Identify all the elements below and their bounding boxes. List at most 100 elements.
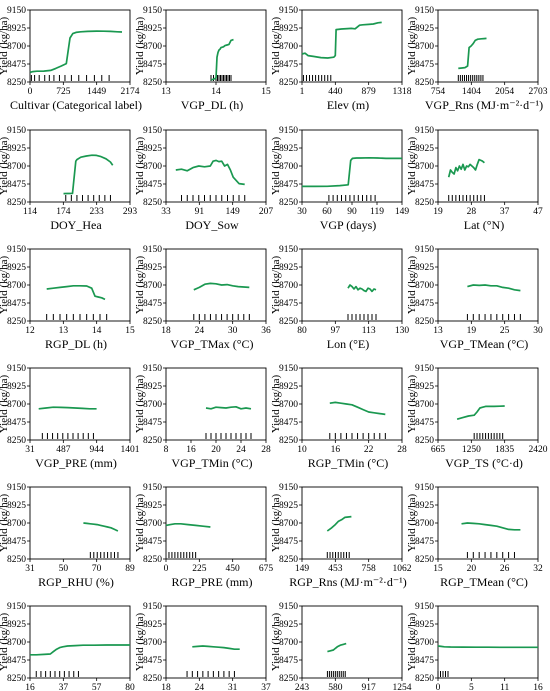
x-tick-label: 0	[28, 87, 33, 97]
subplot-6: 8250 8475 8700 8925 9150 33 91 149 207 Yield (kg/…	[134, 126, 273, 232]
y-tick-label: 8925	[7, 24, 26, 34]
plot-frame	[301, 248, 403, 322]
y-tick-label: 8475	[415, 537, 434, 547]
subplot-4: 8250 8475 8700 8925 9150 754 1404 2054 2703 Yield…	[406, 6, 548, 112]
plot-frame	[301, 9, 403, 83]
y-tick-label: 8250	[143, 436, 162, 446]
y-tick-label: 8700	[7, 638, 26, 648]
x-axis-label: VGP_PRE (mm)	[35, 456, 117, 470]
x-tick-label: 16	[331, 445, 341, 455]
x-tick-label: 114	[23, 207, 37, 217]
y-tick-label: 8475	[415, 656, 434, 666]
x-tick-label: 13	[161, 87, 171, 97]
x-tick-label: 10	[297, 445, 307, 455]
y-tick-label: 8700	[279, 400, 298, 410]
y-tick-label: 9150	[279, 6, 298, 16]
x-tick-label: 2054	[495, 87, 514, 97]
subplot-9: 8250 8475 8700 8925 9150 12 13 14 15 Yield (kg/ha…	[0, 245, 135, 351]
y-tick-label: 8700	[143, 519, 162, 529]
y-axis-label: Yield (kg/ha)	[270, 612, 282, 671]
x-tick-label: 119	[370, 207, 384, 217]
x-tick-label: 24	[195, 326, 205, 336]
y-tick-label: 8700	[143, 42, 162, 52]
y-tick-label: 9150	[7, 602, 26, 612]
y-tick-label: 9150	[143, 245, 162, 255]
x-axis-label: Elev (m)	[327, 98, 369, 112]
y-tick-label: 8475	[279, 537, 298, 547]
x-tick-label: 233	[90, 207, 105, 217]
x-axis-label: VGP_TMax (°C)	[170, 337, 253, 351]
x-tick-label: 174	[56, 207, 71, 217]
y-axis-label: Yield (kg/ha)	[406, 255, 418, 314]
x-tick-label: 675	[259, 564, 274, 574]
x-tick-label: 57	[92, 683, 102, 691]
series-line	[447, 158, 485, 178]
y-tick-label: 8700	[279, 638, 298, 648]
y-axis-label: Yield (kg/ha)	[270, 136, 282, 195]
series-line	[38, 406, 97, 410]
x-tick-label: 16	[25, 683, 35, 691]
y-axis-label: Yield (kg/ha)	[134, 136, 146, 195]
y-tick-label: 9150	[279, 245, 298, 255]
x-tick-label: 944	[90, 445, 105, 455]
y-tick-label: 8700	[279, 519, 298, 529]
x-tick-label: 15	[261, 87, 271, 97]
subplot-14: 8250 8475 8700 8925 9150 8 16 20 24 28 Yield (kg/h…	[134, 364, 271, 470]
y-tick-label: 8925	[415, 382, 434, 392]
x-tick-label: 30	[533, 326, 543, 336]
x-axis-label: RGP_TMin (°C)	[308, 456, 388, 470]
subplot-3: 8250 8475 8700 8925 9150 1 440 879 1318 Yield (kg…	[270, 6, 412, 112]
plot-frame	[437, 9, 539, 83]
y-tick-label: 8700	[415, 42, 434, 52]
y-tick-label: 8925	[143, 144, 162, 154]
series-line	[437, 645, 538, 649]
x-tick-label: 1250	[462, 445, 481, 455]
y-tick-label: 9150	[415, 126, 434, 136]
y-tick-label: 8700	[415, 162, 434, 172]
plot-frame	[437, 129, 539, 203]
x-tick-label: 89	[125, 564, 135, 574]
x-tick-label: 37	[261, 683, 271, 691]
y-tick-label: 8250	[415, 436, 434, 446]
subplot-5: 8250 8475 8700 8925 9150 114 174 233 293 Yield (k…	[0, 126, 137, 232]
y-tick-label: 8250	[415, 198, 434, 208]
series-line	[165, 522, 211, 528]
subplot-2: 8250 8475 8700 8925 9150 13 14 15 Yield (kg/ha) V…	[134, 6, 271, 112]
x-tick-label: 80	[297, 326, 307, 336]
x-tick-label: 754	[431, 87, 446, 97]
series-line	[193, 282, 250, 291]
x-tick-label: 37	[500, 207, 510, 217]
y-tick-label: 8475	[7, 418, 26, 428]
y-axis-label: Yield (kg/ha)	[134, 612, 146, 671]
plot-frame	[29, 367, 131, 441]
x-tick-label: 1404	[462, 87, 481, 97]
x-tick-label: 1254	[393, 683, 412, 691]
y-tick-label: 8700	[7, 162, 26, 172]
x-axis-label: RGP_TMean (°C)	[440, 575, 528, 589]
plot-frame	[29, 605, 131, 679]
x-axis-label: VGP_TMean (°C)	[440, 337, 528, 351]
x-axis-label: VGP_TS (°C·d)	[445, 456, 523, 470]
y-tick-label: 9150	[143, 126, 162, 136]
y-axis-label: Yield (kg/ha)	[134, 16, 146, 75]
y-tick-label: 8700	[7, 519, 26, 529]
y-tick-label: 9150	[7, 483, 26, 493]
series-line	[46, 284, 106, 301]
subplot-1: 8250 8475 8700 8925 9150 0 725 1449 2174 Yield (k…	[0, 6, 142, 112]
y-axis-label: Yield (kg/ha)	[406, 612, 418, 671]
x-tick-label: 2174	[121, 87, 140, 97]
y-tick-label: 9150	[279, 602, 298, 612]
y-tick-label: 8475	[7, 180, 26, 190]
x-tick-label: 31	[25, 445, 35, 455]
x-tick-label: 14	[92, 326, 102, 336]
y-tick-label: 9150	[415, 483, 434, 493]
plot-frame	[165, 367, 267, 441]
x-tick-label: 16	[186, 445, 196, 455]
y-axis-label: Yield (kg/ha)	[0, 255, 10, 314]
x-axis-label: VGP_Rns (MJ·m⁻²·d⁻¹)	[425, 98, 543, 112]
subplot-7: 8250 8475 8700 8925 9150 30 60 90 119 149 Yield (k…	[270, 126, 409, 232]
y-tick-label: 8700	[415, 281, 434, 291]
series-line	[326, 515, 352, 532]
series-line	[301, 21, 382, 59]
y-tick-label: 8475	[143, 656, 162, 666]
